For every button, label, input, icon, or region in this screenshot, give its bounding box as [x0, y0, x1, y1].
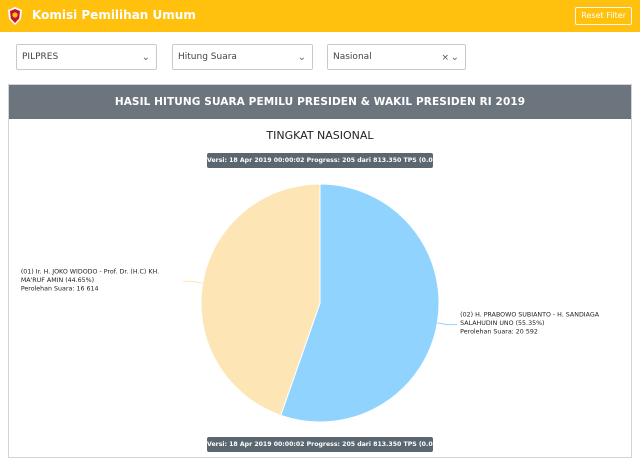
clear-icon[interactable]: ×	[441, 53, 449, 63]
pie-slice-label-line: (02) H. PRABOWO SUBIANTO - H. SANDIAGA	[460, 312, 600, 319]
pie-slice-label-line: Perolehan Suara: 16 614	[21, 285, 99, 292]
chevron-down-icon: ⌄	[450, 52, 459, 63]
reset-filter-button[interactable]: Reset Filter	[575, 7, 632, 25]
version-badge-top: Versi: 18 Apr 2019 00:00:02 Progress: 20…	[207, 153, 459, 168]
chart-title: TINGKAT NASIONAL	[266, 129, 374, 142]
panel-heading: HASIL HITUNG SUARA PEMILU PRESIDEN & WAK…	[9, 85, 631, 119]
pie-chart: (02) H. PRABOWO SUBIANTO - H. SANDIAGA SA…	[21, 183, 600, 423]
brand-title[interactable]: Komisi Pemilihan Umum	[32, 8, 196, 22]
election-select[interactable]: PILPRES ⌄	[16, 44, 157, 70]
election-select-value: PILPRES	[22, 52, 59, 62]
pie-slice-label-line: MA'RUF AMIN (44.65%)	[21, 277, 94, 284]
pie-slice-label-line: SALAHUDIN UNO (55.35%)	[460, 320, 544, 327]
filter-bar: PILPRES ⌄ Hitung Suara ⌄ Nasional × ⌄	[0, 32, 640, 84]
pie-slice-2[interactable]	[200, 183, 321, 416]
count-type-select[interactable]: Hitung Suara ⌄	[172, 44, 313, 70]
region-select-value: Nasional	[333, 52, 372, 62]
pie-slice-label-line: Perolehan Suara: 20 592	[460, 329, 538, 336]
kpu-logo-icon[interactable]	[6, 6, 24, 26]
top-bar: Komisi Pemilihan Umum Reset Filter	[0, 0, 640, 32]
chevron-down-icon: ⌄	[297, 52, 306, 63]
region-select[interactable]: Nasional × ⌄	[327, 44, 466, 70]
pie-slice-label-1: (02) H. PRABOWO SUBIANTO - H. SANDIAGA SA…	[460, 312, 600, 336]
pie-label-connector-1	[437, 322, 458, 326]
count-type-select-value: Hitung Suara	[178, 52, 237, 62]
results-panel: HASIL HITUNG SUARA PEMILU PRESIDEN & WAK…	[8, 84, 632, 458]
pie-label-connector-2	[182, 280, 203, 284]
version-badge-bottom: Versi: 18 Apr 2019 00:00:02 Progress: 20…	[207, 437, 459, 452]
pie-slice-label-line: (01) Ir. H. JOKO WIDODO - Prof. Dr. (H.C…	[21, 268, 159, 275]
chevron-down-icon: ⌄	[141, 52, 150, 63]
pie-slice-label-2: (01) Ir. H. JOKO WIDODO - Prof. Dr. (H.C…	[21, 268, 159, 292]
